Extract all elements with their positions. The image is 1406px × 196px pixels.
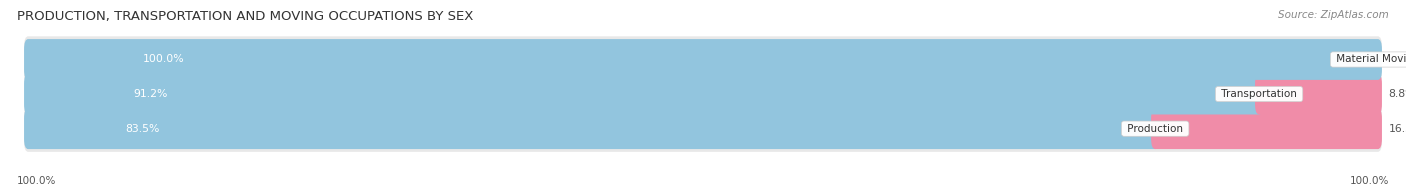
FancyBboxPatch shape [24, 108, 1159, 149]
FancyBboxPatch shape [1256, 74, 1382, 114]
FancyBboxPatch shape [24, 71, 1382, 117]
FancyBboxPatch shape [1152, 108, 1382, 149]
Text: 83.5%: 83.5% [125, 124, 159, 134]
Text: 0.0%: 0.0% [1398, 54, 1406, 64]
FancyBboxPatch shape [24, 105, 1382, 152]
Text: 16.5%: 16.5% [1389, 124, 1406, 134]
Text: 100.0%: 100.0% [17, 176, 56, 186]
Text: Transportation: Transportation [1218, 89, 1301, 99]
Text: 8.8%: 8.8% [1389, 89, 1406, 99]
FancyBboxPatch shape [24, 39, 1382, 80]
Text: PRODUCTION, TRANSPORTATION AND MOVING OCCUPATIONS BY SEX: PRODUCTION, TRANSPORTATION AND MOVING OC… [17, 10, 474, 23]
Text: 100.0%: 100.0% [1350, 176, 1389, 186]
Text: Material Moving: Material Moving [1333, 54, 1406, 64]
FancyBboxPatch shape [24, 74, 1263, 114]
Text: Source: ZipAtlas.com: Source: ZipAtlas.com [1278, 10, 1389, 20]
Text: 100.0%: 100.0% [143, 54, 184, 64]
Text: Production: Production [1123, 124, 1187, 134]
FancyBboxPatch shape [24, 36, 1382, 83]
Text: 91.2%: 91.2% [134, 89, 167, 99]
